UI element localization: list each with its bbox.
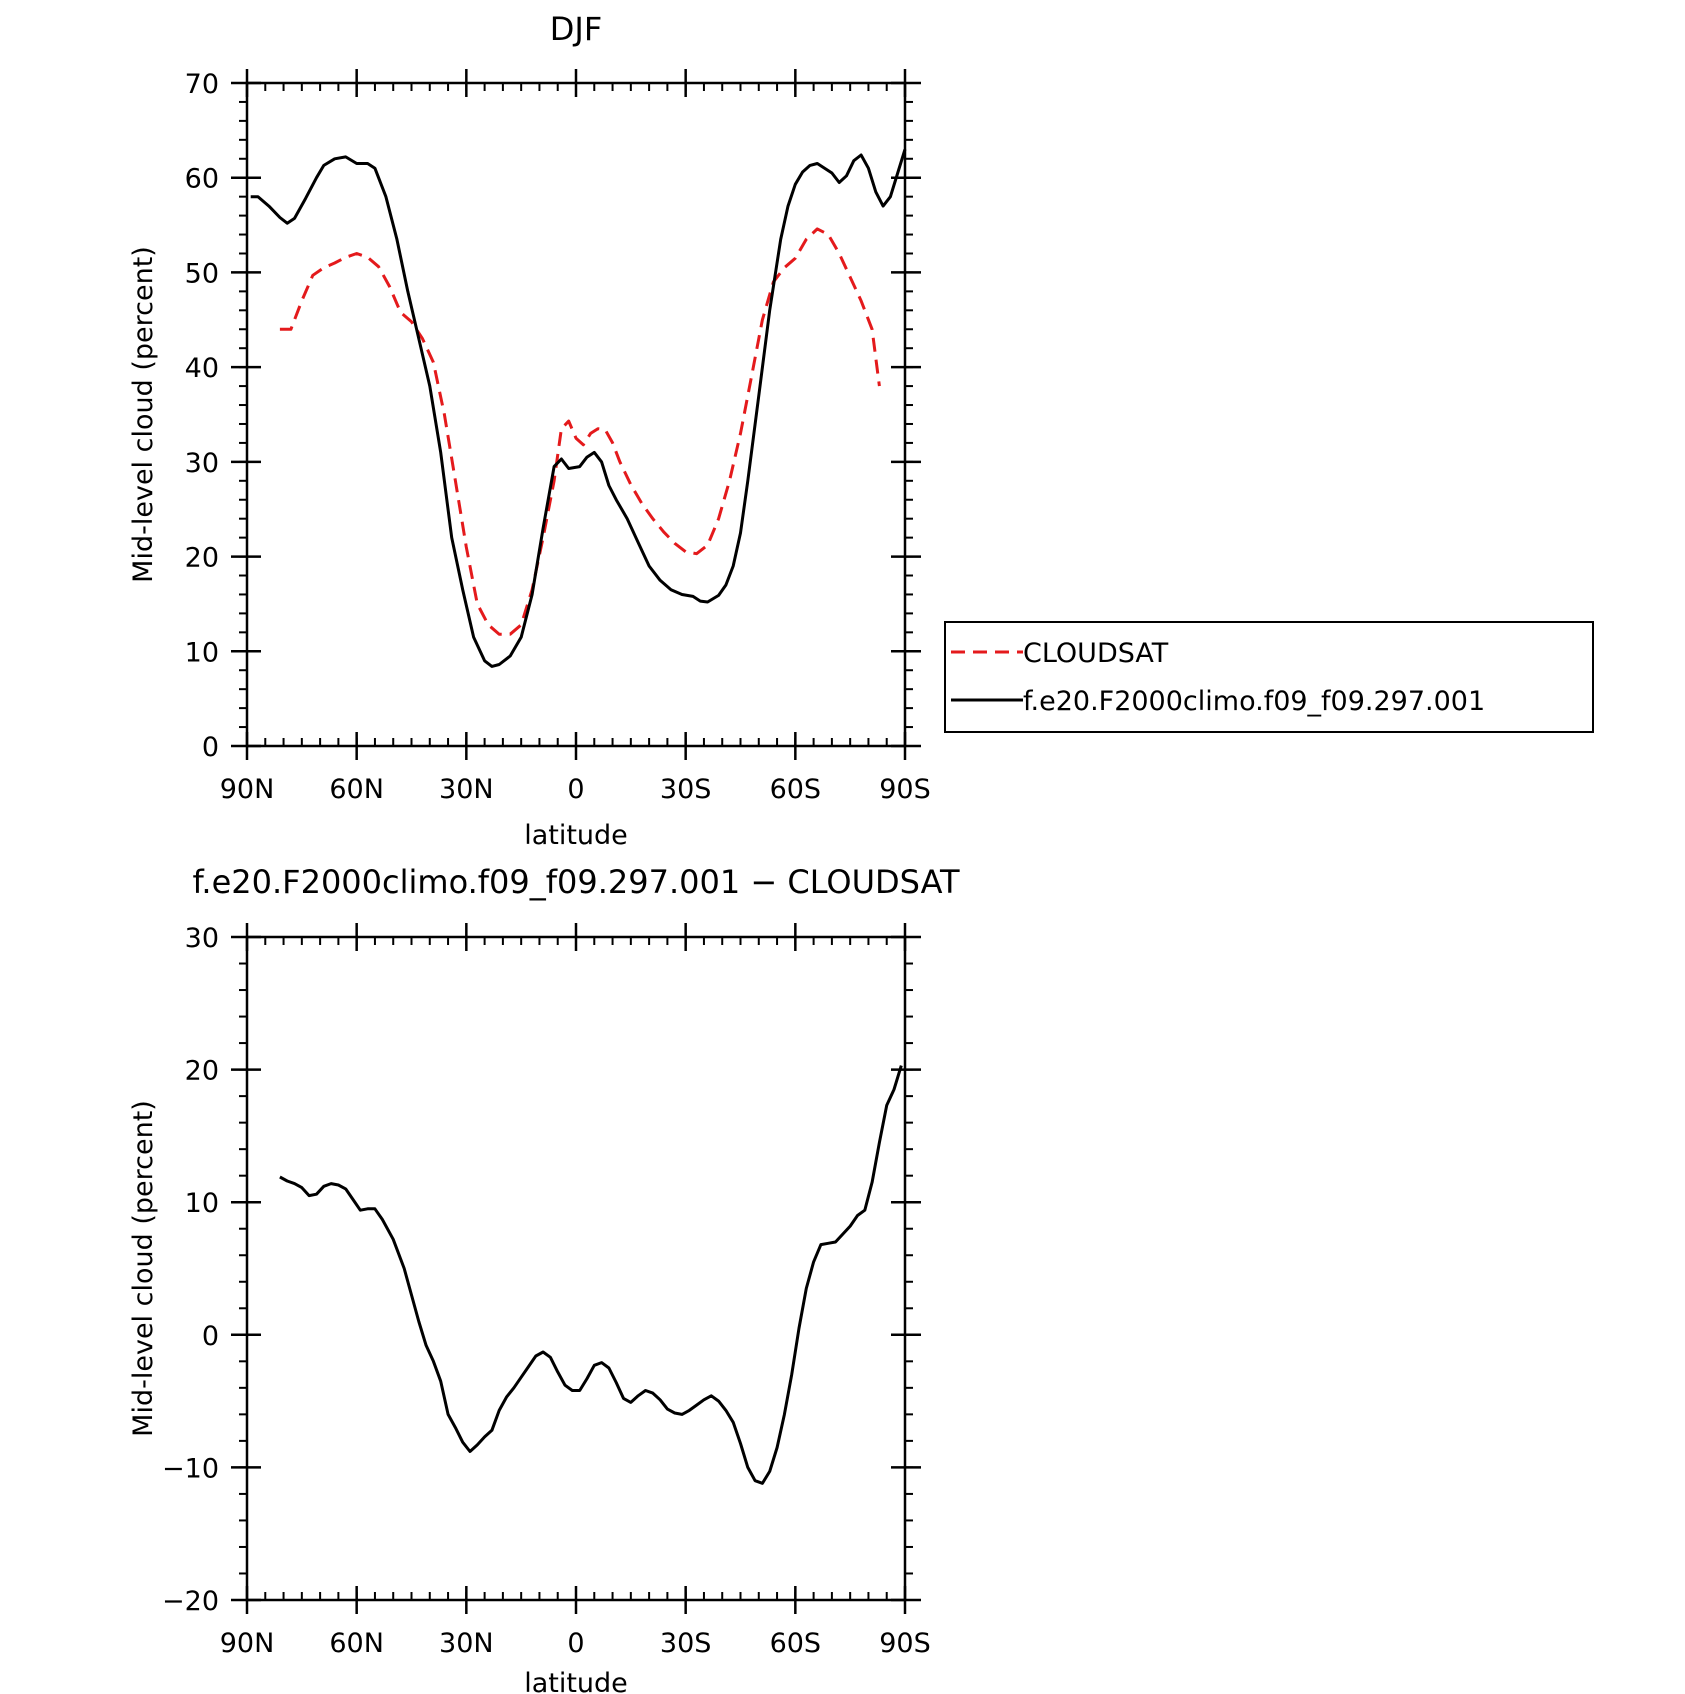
y-tick-label: −20: [162, 1586, 219, 1617]
x-tick-label: 0: [567, 774, 584, 805]
x-tick-label: 60N: [329, 774, 384, 805]
y-tick-label: 30: [185, 923, 219, 954]
y-tick-label: 30: [185, 448, 219, 479]
series-line-f-e20-f2000climo-f09-f09-297-001: [250, 148, 907, 668]
y-tick-label: 10: [185, 1188, 219, 1219]
x-axis-label: latitude: [524, 1668, 628, 1694]
series-line-difference: [279, 1065, 903, 1485]
y-axis-label: Mid-level cloud (percent): [128, 246, 159, 583]
chart-title: f.e20.F2000climo.f09_f09.297.001 − CLOUD…: [192, 863, 959, 901]
y-tick-label: 0: [202, 1321, 219, 1352]
y-tick-label: 20: [185, 1056, 219, 1087]
x-tick-label: 60S: [770, 774, 822, 805]
x-axis-label: latitude: [524, 820, 628, 851]
x-tick-label: 90S: [879, 774, 931, 805]
legend-entry: f.e20.F2000climo.f09_f09.297.001: [1023, 686, 1485, 717]
y-tick-label: 10: [185, 637, 219, 668]
y-tick-label: 60: [185, 164, 219, 195]
x-tick-label: 30S: [660, 1628, 712, 1659]
x-tick-label: 90S: [879, 1628, 931, 1659]
x-tick-label: 90N: [220, 774, 275, 805]
chart-panel-1: DJF 90N 60N 30N 0 30S 60S 90S 0 10 20 30 40 50 60 70 lat…: [128, 10, 1594, 851]
legend-entry: CLOUDSAT: [1023, 638, 1169, 669]
chart-title: DJF: [550, 10, 602, 48]
y-tick-label: 70: [185, 69, 219, 100]
x-tick-label: 60S: [770, 1628, 822, 1659]
x-tick-label: 0: [567, 1628, 584, 1659]
y-tick-label: 40: [185, 353, 219, 384]
x-tick-label: 90N: [220, 1628, 275, 1659]
x-tick-label: 60N: [329, 1628, 384, 1659]
series-line-cloudsat: [279, 227, 881, 636]
x-tick-label: 30N: [439, 1628, 494, 1659]
x-tick-label: 30S: [660, 774, 712, 805]
chart-panel-2: f.e20.F2000climo.f09_f09.297.001 − CLOUD…: [128, 863, 960, 1694]
x-tick-label: 30N: [439, 774, 494, 805]
y-axis-label: Mid-level cloud (percent): [128, 1100, 159, 1437]
y-tick-label: 0: [202, 732, 219, 763]
y-tick-label: 50: [185, 258, 219, 289]
plot-frame: [245, 81, 907, 748]
y-tick-label: −10: [162, 1453, 219, 1484]
y-tick-label: 20: [185, 543, 219, 574]
plot-frame: [245, 935, 907, 1602]
legend: CLOUDSAT f.e20.F2000climo.f09_f09.297.001: [944, 621, 1594, 733]
legend-box: [944, 621, 1594, 733]
